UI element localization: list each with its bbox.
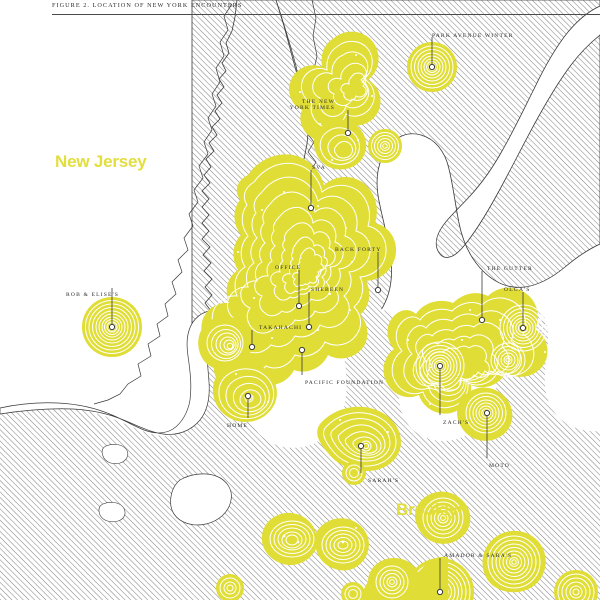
heat-layer — [82, 31, 598, 600]
heat-cluster-satellite-a — [368, 129, 402, 163]
annotation-layer — [111, 37, 524, 589]
heat-blob-takahachi — [198, 316, 252, 371]
marker-pacific-foundation — [298, 346, 306, 354]
contours-manhattan — [211, 162, 387, 376]
marker-sarahs — [357, 442, 365, 450]
marker-takahachi — [248, 343, 256, 351]
marker-layer — [108, 63, 527, 596]
caption-rule — [52, 13, 600, 15]
encounter-label-the-gutter: The Gutter — [487, 266, 533, 272]
encounter-label-sarah-s: Sarah's — [368, 478, 400, 484]
marker-back-forty — [374, 286, 382, 294]
marker-office — [295, 302, 303, 310]
figure-caption: Figure 2. Location of New York Encounter… — [0, 0, 600, 16]
marker-zachs — [436, 362, 444, 370]
heat-cluster-upper — [289, 31, 381, 142]
figure-caption-text: Figure 2. Location of New York Encounter… — [52, 2, 243, 9]
marker-park-avenue-winter — [428, 63, 436, 71]
white-islet-b — [101, 444, 129, 464]
marker-rob-elises — [108, 323, 116, 331]
marker-olgas — [519, 324, 527, 332]
encounter-label-the-new-york-times: The New York Times — [289, 99, 335, 111]
heat-cluster-home — [212, 362, 277, 423]
encounter-label-park-avenue-winter: Park Avenue Winter — [432, 33, 514, 39]
borough-label-new-jersey: New Jersey — [55, 152, 147, 171]
marker-moto — [483, 409, 491, 417]
heat-cluster-bottom-right — [415, 491, 598, 600]
contours-secondary — [490, 342, 526, 378]
encounter-label-pacific-foundation: Pacific Foundation — [305, 380, 385, 386]
borough-label-brooklyn: Brooklyn — [396, 500, 469, 519]
marker-home — [244, 392, 252, 400]
heat-blob-br-1 — [415, 491, 471, 544]
marker-the-gutter — [478, 316, 486, 324]
heat-blob-brooklyn — [383, 287, 548, 414]
heat-blob-sarahs — [317, 406, 401, 472]
encounter-label-amador-sara-s: Amador & Sara's — [444, 553, 513, 559]
encounter-label-moto: Moto — [489, 463, 510, 469]
marker-nytimes — [344, 129, 352, 137]
white-island-governors — [170, 473, 232, 526]
hudson-piers — [93, 3, 233, 405]
heat-cluster-takahachi — [198, 316, 252, 371]
heat-cluster-sarahs — [317, 406, 401, 485]
encounter-label-home: Home — [227, 423, 249, 429]
white-islet-a — [98, 502, 126, 523]
heat-blob-home — [212, 362, 277, 423]
heat-blob-amador-satellite — [341, 582, 365, 600]
encounter-label-sva: SVA — [312, 165, 326, 171]
marker-sva — [307, 204, 315, 212]
marker-amador-saras — [436, 588, 444, 596]
encounter-label-rob-elise-s: Rob & Elise's — [66, 292, 119, 298]
heat-cluster-bottom-left — [216, 574, 244, 600]
encounter-label-shebeen: Shebeen — [311, 287, 345, 293]
heat-blob-satellite-a — [368, 129, 402, 163]
marker-shebeen — [305, 323, 313, 331]
heat-cluster-dumbbell — [261, 512, 369, 571]
encounter-label-office: Office — [275, 265, 302, 271]
encounter-label-takahachi: Takahachi — [259, 325, 303, 331]
heat-blob-amador-chain — [362, 556, 448, 600]
encounter-label-back-forty: Back Forty — [335, 247, 382, 253]
encounter-label-olga-s: Olga's — [504, 287, 531, 293]
encounter-label-zach-s: Zach's — [443, 420, 470, 426]
